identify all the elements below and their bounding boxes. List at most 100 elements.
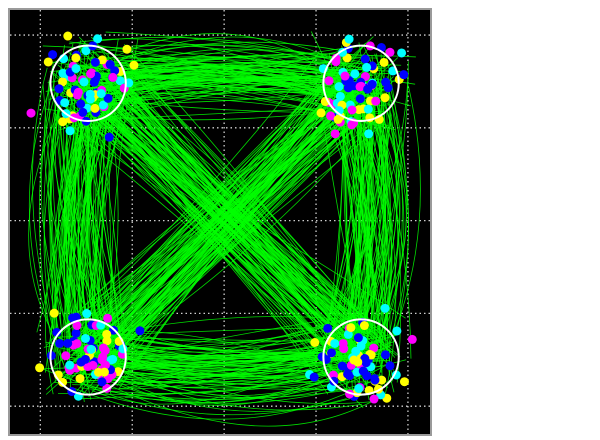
endpoint-dot [82, 309, 92, 319]
endpoint-dot [58, 77, 68, 87]
trajectory [352, 108, 373, 345]
endpoint-dot [347, 105, 357, 115]
trajectory [90, 64, 375, 365]
endpoint-dot [377, 375, 387, 385]
endpoint-dot [343, 369, 353, 379]
endpoint-dot [359, 321, 369, 331]
trajectory [99, 106, 378, 355]
endpoint-dot [310, 337, 320, 347]
trajectory [81, 87, 329, 395]
endpoint-dot [355, 94, 365, 104]
trajectory [74, 379, 375, 420]
endpoint-dot [381, 77, 391, 87]
endpoint-dot [103, 93, 113, 103]
trajectory [82, 55, 341, 81]
trajectory [102, 381, 378, 427]
endpoint-dot [81, 46, 91, 56]
endpoint-dot [63, 338, 73, 348]
trajectory [109, 368, 353, 403]
endpoint-dot [380, 303, 390, 313]
trajectory [375, 73, 387, 342]
target-ring [49, 318, 127, 396]
trajectories [28, 31, 421, 427]
endpoint-dot [371, 96, 381, 106]
endpoint-dot [93, 367, 103, 377]
endpoint-dot [361, 358, 371, 368]
endpoint-dot [339, 344, 349, 354]
trajectory [350, 98, 407, 357]
trajectory [43, 67, 83, 331]
trajectory [367, 83, 386, 308]
endpoint-dot [52, 327, 62, 337]
endpoint-dot [337, 361, 347, 371]
endpoint-dot [350, 69, 360, 79]
endpoint-dot [323, 323, 333, 333]
trajectory [52, 52, 320, 341]
endpoint-dot [85, 94, 95, 104]
endpoint-dot [330, 129, 340, 139]
trajectory [28, 105, 63, 333]
target-rings [49, 44, 400, 396]
trajectory [321, 90, 373, 372]
trajectory [108, 81, 319, 361]
endpoint-dot [86, 69, 96, 79]
endpoint-dot [89, 77, 99, 87]
endpoint-dot [333, 114, 343, 124]
endpoint-dot [327, 348, 337, 358]
trajectory [346, 100, 384, 338]
trajectory [116, 123, 346, 363]
plot-frame [8, 8, 432, 436]
endpoint-dot [360, 54, 370, 64]
trajectory [71, 71, 341, 347]
endpoint-dot [63, 31, 73, 41]
endpoint-dot [363, 84, 373, 94]
trajectory [71, 115, 382, 356]
endpoint-dot [76, 99, 86, 109]
endpoint-dot [392, 326, 402, 336]
endpoint-dot [364, 129, 374, 139]
endpoint-dot [380, 350, 390, 360]
endpoint-dot [102, 336, 112, 346]
endpoint-dot [363, 104, 373, 114]
endpoint-dot [343, 329, 353, 339]
trajectory [320, 103, 364, 340]
trajectory [89, 73, 351, 352]
trajectory [87, 364, 335, 406]
endpoint-dot [72, 90, 82, 100]
endpoint-dot [346, 323, 356, 333]
trajectory [54, 327, 334, 338]
endpoint-dot [340, 71, 350, 81]
endpoint-dot [100, 346, 110, 356]
endpoint-dot [122, 44, 132, 54]
endpoint-dot [353, 333, 363, 343]
endpoint-dot [369, 394, 379, 404]
endpoint-dot [61, 351, 71, 361]
endpoint-dot [316, 108, 326, 118]
trajectory [86, 333, 358, 390]
endpoint-dot [399, 70, 409, 80]
endpoint-dot [104, 132, 114, 142]
endpoint-dot [65, 360, 75, 370]
endpoint-dot [58, 117, 68, 127]
endpoint-dot [26, 108, 36, 118]
trajectory [78, 44, 365, 90]
endpoint-dot [379, 57, 389, 67]
trajectory [36, 117, 80, 333]
trajectory [85, 95, 363, 363]
trajectory [111, 67, 384, 91]
endpoints [26, 31, 417, 404]
endpoint-dot [71, 53, 81, 63]
trajectory [350, 86, 388, 368]
endpoint-dot [106, 355, 116, 365]
endpoint-dot [98, 100, 108, 110]
endpoint-dot [43, 57, 53, 67]
trajectory [96, 95, 379, 356]
trajectory [51, 86, 342, 117]
endpoint-dot [331, 57, 341, 67]
endpoint-dot [78, 107, 88, 117]
endpoint-dot [385, 47, 395, 57]
trajectory [57, 102, 89, 335]
endpoint-dot [96, 89, 106, 99]
trajectory [369, 76, 402, 383]
trajectory [66, 95, 101, 357]
